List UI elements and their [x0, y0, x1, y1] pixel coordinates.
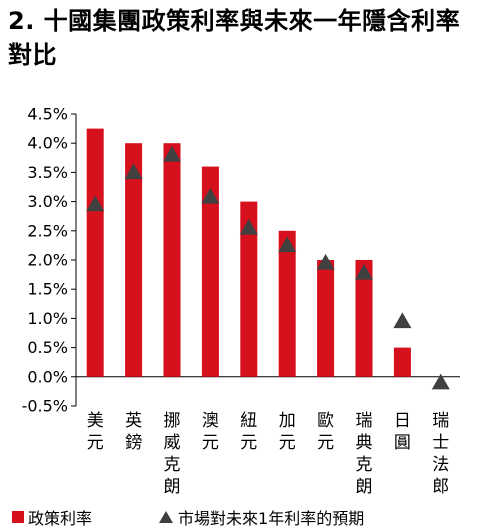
y-tick-label: 1.5% — [27, 280, 68, 299]
x-tick-label: 挪威克朗 — [164, 411, 181, 497]
marker-expected-rate — [355, 263, 373, 280]
x-tick-label: 日圓 — [394, 411, 411, 453]
x-tick-label: 瑞士法郎 — [432, 411, 449, 497]
bar-policy-rate — [317, 260, 335, 377]
x-tick-label: 紐元 — [240, 411, 257, 453]
marker-expected-rate — [316, 253, 335, 270]
x-tick-label: 英鎊 — [125, 411, 142, 453]
bar-policy-rate — [125, 143, 143, 377]
marker-expected-rate — [431, 373, 450, 390]
y-tick-label: 3.0% — [27, 192, 68, 211]
legend-bar-swatch — [12, 511, 24, 523]
marker-expected-rate — [163, 145, 181, 162]
y-tick-label: -0.5% — [22, 397, 68, 416]
marker-expected-rate — [86, 195, 105, 212]
marker-expected-rate — [239, 218, 258, 235]
bar-policy-rate — [278, 230, 296, 377]
x-tick-label: 澳元 — [202, 411, 219, 453]
chart-title: 2. 十國集團政策利率與未來一年隱含利率對比 — [8, 7, 461, 69]
y-tick-label: 3.5% — [27, 163, 68, 182]
y-tick-label: 4.5% — [27, 105, 68, 124]
bar-policy-rate — [163, 143, 181, 377]
chart-legend: 政策利率 市場對未來1年利率的預期 — [12, 505, 364, 529]
marker-expected-rate — [124, 163, 143, 180]
legend-item-policy-rate: 政策利率 — [12, 505, 92, 529]
bar-policy-rate — [240, 201, 258, 377]
bar-policy-rate — [86, 128, 104, 377]
legend-triangle-swatch — [159, 511, 174, 523]
x-tick-label: 美元 — [87, 411, 104, 453]
y-tick-label: 4.0% — [27, 134, 68, 153]
x-tick-label: 瑞典克朗 — [356, 411, 373, 497]
y-tick-label: 1.0% — [27, 309, 68, 328]
bar-policy-rate — [393, 347, 411, 377]
x-tick-label: 加元 — [279, 411, 296, 453]
y-tick-label: 2.0% — [27, 251, 68, 270]
y-tick-label: 2.5% — [27, 221, 68, 240]
legend-marker-label: 市場對未來1年利率的預期 — [178, 509, 365, 528]
y-tick-label: 0.0% — [27, 367, 68, 386]
y-tick-label: 0.5% — [27, 338, 68, 357]
legend-item-market-expectation: 市場對未來1年利率的預期 — [92, 505, 364, 529]
marker-expected-rate — [393, 312, 412, 329]
x-tick-label: 歐元 — [317, 411, 334, 453]
bar-policy-rate — [355, 260, 373, 377]
bar-policy-rate — [201, 166, 219, 377]
marker-expected-rate — [278, 236, 297, 253]
marker-expected-rate — [201, 187, 220, 204]
legend-bar-label: 政策利率 — [28, 509, 93, 528]
